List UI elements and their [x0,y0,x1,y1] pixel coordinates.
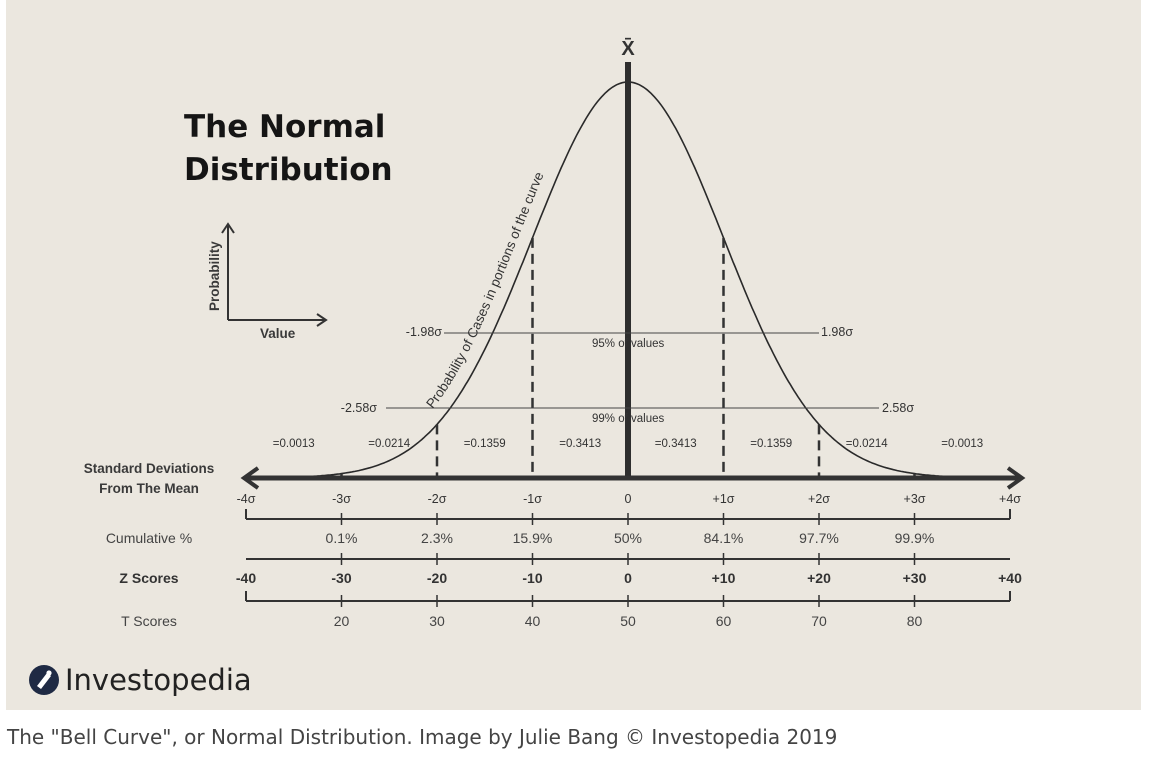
std-dev-label-line-1: Standard Deviations [84,461,215,476]
area-label: =0.1359 [464,438,506,450]
area-label: =0.0013 [941,438,983,450]
area-label: =0.3413 [655,438,697,450]
area-label: =0.0214 [846,438,888,450]
sigma-tick-label: +2σ [808,492,830,506]
z-score-value: -10 [522,570,542,586]
sigma-tick-label: 0 [625,492,632,506]
z-score-value: -40 [236,570,256,586]
z-score-value: +40 [998,570,1022,586]
interval-99-right-label: 2.58σ [882,401,914,415]
interval-95-left-label: -1.98σ [406,325,442,339]
sigma-tick-label: +1σ [713,492,735,506]
interval-95-right-label: 1.98σ [821,325,853,339]
cumulative-value: 2.3% [421,530,453,546]
cumulative-bracket [246,553,1010,565]
area-labels: =0.0013 =0.0214 =0.1359 =0.3413 =0.3413 =0.13… [273,438,983,450]
interval-99-label: 99% of values [592,413,664,425]
area-label: =0.3413 [559,438,601,450]
sigma-bracket [245,509,1011,525]
std-dev-label-line-2: From The Mean [99,481,199,496]
curve-caption: Probability of Cases in portions of the … [423,170,546,411]
sigma-tick-label: -3σ [332,492,351,506]
score-scales: 0.1% 2.3% 15.9% 50% 84.1% 97.7% 99.9% -40 -30 -20… [236,509,1022,629]
sigma-tick-labels: -4σ -3σ -2σ -1σ 0 +1σ +2σ +3σ +4σ [237,492,1022,506]
t-score-value: 70 [811,613,827,629]
cumulative-value: 97.7% [799,530,839,546]
axes-icon [221,222,328,327]
z-bracket [245,591,1011,607]
z-score-value: -30 [331,570,351,586]
probability-axis-label: Probability [207,241,222,311]
area-label: =0.0013 [273,438,315,450]
mean-symbol: X̄ [621,38,635,60]
z-score-value: 0 [624,570,632,586]
t-score-value: 80 [907,613,923,629]
sigma-tick-label: -1σ [523,492,542,506]
cumulative-value: 99.9% [895,530,935,546]
title-line-2: Distribution [184,152,393,188]
cumulative-value: 0.1% [326,530,358,546]
sigma-tick-label: +4σ [999,492,1021,506]
title-line-1: The Normal [184,109,385,145]
sigma-tick-label: -4σ [237,492,256,506]
sigma-tick-label: -2σ [428,492,447,506]
t-score-value: 50 [620,613,636,629]
t-scores-label: T Scores [121,613,177,629]
diagram-canvas: The Normal Distribution Probability Valu… [84,38,1026,629]
interval-95-label: 95% of values [592,338,664,350]
image-caption: The "Bell Curve", or Normal Distribution… [7,725,838,749]
interval-99-left-label: -2.58σ [341,401,377,415]
cumulative-value: 84.1% [704,530,744,546]
logo-wordmark: Investopedia [65,663,252,697]
investopedia-logo: Investopedia [28,660,252,700]
area-label: =0.0214 [368,438,410,450]
z-score-value: +20 [807,570,831,586]
cumulative-value: 50% [614,530,642,546]
cumulative-value: 15.9% [513,530,553,546]
std-dev-axis [240,466,1026,490]
area-label: =0.1359 [750,438,792,450]
t-score-value: 40 [525,613,541,629]
sigma-tick-label: +3σ [904,492,926,506]
z-score-value: +10 [712,570,736,586]
investopedia-mark-icon [29,665,59,695]
z-score-value: +30 [903,570,927,586]
normal-distribution-figure: The Normal Distribution Probability Valu… [6,0,1141,710]
z-scores-label: Z Scores [119,570,178,586]
value-axis-label: Value [260,326,296,341]
cumulative-label: Cumulative % [106,530,192,546]
t-score-value: 60 [716,613,732,629]
t-score-value: 30 [429,613,445,629]
t-score-value: 20 [334,613,350,629]
z-score-value: -20 [427,570,447,586]
